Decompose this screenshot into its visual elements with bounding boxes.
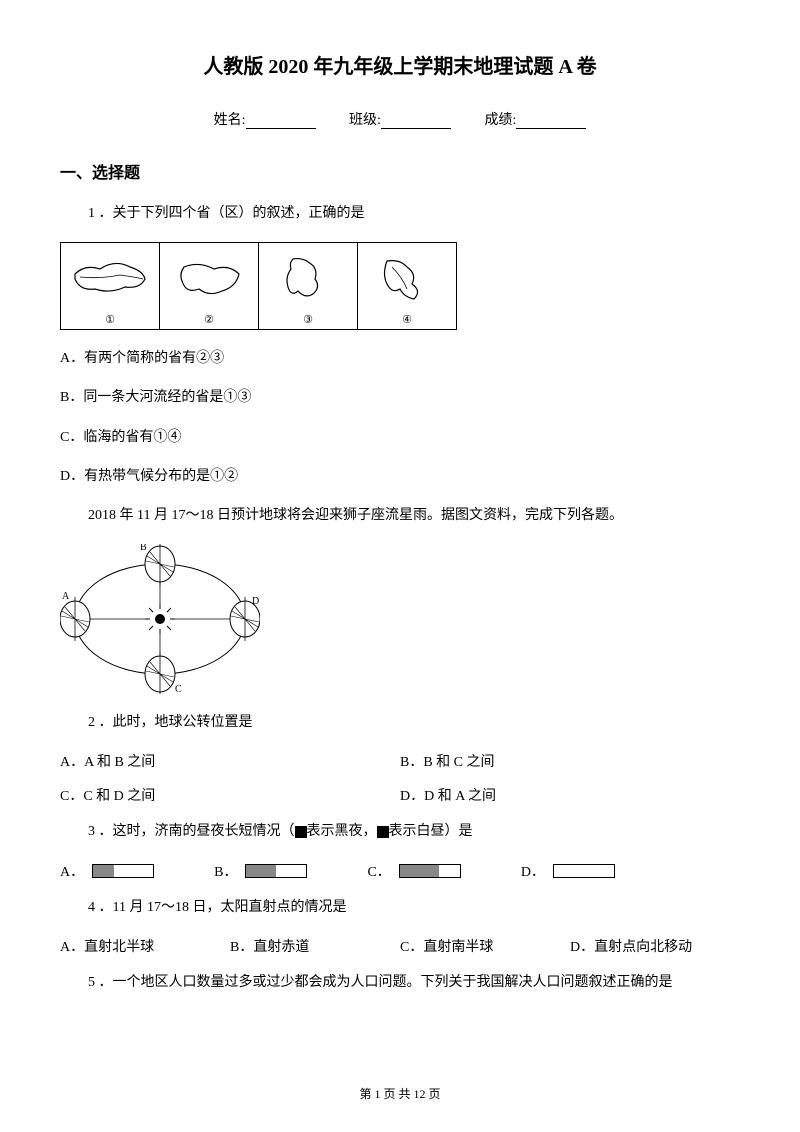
map-icon — [65, 249, 155, 309]
q3-optA: A． — [60, 861, 154, 881]
q3-mid2: 表示白昼）是 — [389, 824, 473, 839]
q4-optD: D．直射点向北移动 — [570, 936, 740, 956]
q3-C-label: C． — [367, 861, 390, 881]
q4-optB: B．直射赤道 — [230, 936, 400, 956]
province-3-label: ③ — [259, 313, 357, 326]
q1-text: 1 ．关于下列四个省（区）的叙述，正确的是 — [60, 201, 740, 226]
q3-prefix: 3 ．这时，济南的昼夜长短情况（ — [88, 824, 295, 839]
class-blank — [381, 115, 451, 129]
q3-text: 3 ．这时，济南的昼夜长短情况（ 表示黑夜， 表示白昼）是 — [60, 819, 740, 844]
orbit-diagram: A B C D — [60, 544, 260, 694]
province-1-label: ① — [61, 313, 159, 326]
q1-optD: D．有热带气候分布的是①② — [60, 464, 740, 489]
page-title: 人教版 2020 年九年级上学期末地理试题 A 卷 — [60, 50, 740, 79]
section-heading: 一、选择题 — [60, 159, 740, 183]
info-fields: 姓名: 班级: 成绩: — [60, 109, 740, 129]
province-4: ④ — [357, 242, 457, 330]
q2-optB: B．B 和 C 之间 — [400, 751, 740, 771]
class-label: 班级: — [349, 109, 381, 129]
bar-D — [553, 864, 615, 878]
score-blank — [516, 115, 586, 129]
context-2018: 2018 年 11 月 17～18 日预计地球将会迎来狮子座流星雨。据图文资料，… — [60, 503, 740, 528]
svg-text:B: B — [140, 544, 147, 553]
svg-text:C: C — [175, 684, 182, 694]
name-blank — [246, 115, 316, 129]
province-4-label: ④ — [358, 313, 456, 326]
page-footer: 第 1 页 共 12 页 — [0, 1085, 800, 1102]
q2-optC: C．C 和 D 之间 — [60, 785, 400, 805]
q3-optD: D． — [521, 861, 615, 881]
svg-text:A: A — [62, 591, 70, 602]
q2-options: A．A 和 B 之间 B．B 和 C 之间 C．C 和 D 之间 D．D 和 A… — [60, 751, 740, 819]
bar-C — [399, 864, 461, 878]
q5-text: 5 ．一个地区人口数量过多或过少都会成为人口问题。下列关于我国解决人口问题叙述正… — [60, 970, 740, 995]
score-label: 成绩: — [484, 109, 516, 129]
q1-optC: C．临海的省有①④ — [60, 425, 740, 450]
q4-optC: C．直射南半球 — [400, 936, 570, 956]
q3-mid1: 表示黑夜， — [307, 824, 377, 839]
q4-options: A．直射北半球 B．直射赤道 C．直射南半球 D．直射点向北移动 — [60, 936, 740, 956]
bar-B — [245, 864, 307, 878]
svg-text:D: D — [252, 596, 259, 607]
bar-A — [92, 864, 154, 878]
q1-optB: B．同一条大河流经的省是①③ — [60, 385, 740, 410]
black-square-icon — [295, 826, 307, 838]
q3-options: A． B． C． D． — [60, 861, 740, 881]
province-1: ① — [60, 242, 160, 330]
q2-optD: D．D 和 A 之间 — [400, 785, 740, 805]
name-label: 姓名: — [214, 109, 246, 129]
orbit-icon: A B C D — [60, 544, 260, 694]
q3-optB: B． — [214, 861, 307, 881]
q4-optA: A．直射北半球 — [60, 936, 230, 956]
q3-A-label: A． — [60, 861, 84, 881]
province-3: ③ — [258, 242, 358, 330]
q3-B-label: B． — [214, 861, 237, 881]
province-2-label: ② — [160, 313, 258, 326]
province-2: ② — [159, 242, 259, 330]
q1-optA: A．有两个简称的省有②③ — [60, 346, 740, 371]
map-icon — [263, 249, 353, 309]
map-icon — [164, 249, 254, 309]
q3-D-label: D． — [521, 861, 545, 881]
q2-text: 2 ．此时，地球公转位置是 — [60, 710, 740, 735]
map-icon — [362, 249, 452, 309]
q2-optA: A．A 和 B 之间 — [60, 751, 400, 771]
q4-text: 4 ．11 月 17～18 日，太阳直射点的情况是 — [60, 895, 740, 920]
province-maps: ① ② ③ ④ — [60, 242, 740, 330]
black-square-icon — [377, 826, 389, 838]
q3-optC: C． — [367, 861, 460, 881]
